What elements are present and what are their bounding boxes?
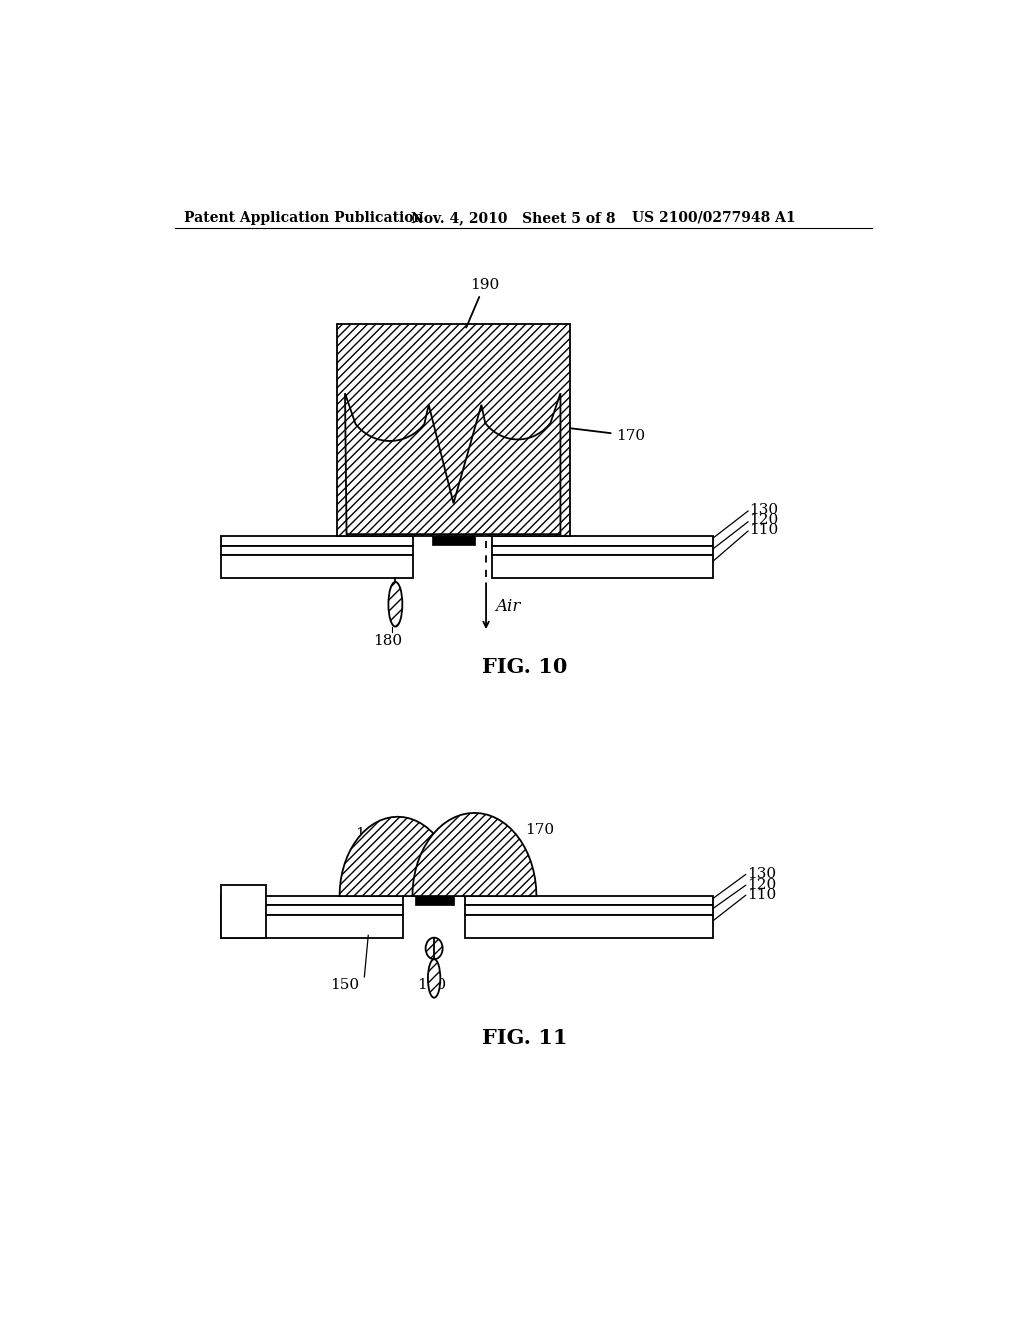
Text: 170: 170	[512, 822, 554, 846]
Bar	[221, 554, 414, 578]
Polygon shape	[340, 817, 456, 896]
Text: US 2100/0277948 A1: US 2100/0277948 A1	[632, 211, 796, 224]
Text: 120: 120	[748, 878, 776, 891]
Text: 110: 110	[750, 523, 779, 537]
Bar	[221, 536, 414, 545]
Bar	[493, 554, 713, 578]
Bar	[337, 323, 569, 536]
Text: Patent Application Publication: Patent Application Publication	[183, 211, 424, 224]
Bar	[432, 536, 475, 545]
Text: Air: Air	[496, 598, 521, 615]
Ellipse shape	[388, 582, 402, 627]
Text: 160: 160	[355, 828, 384, 857]
Text: 110: 110	[748, 887, 776, 902]
Bar	[493, 545, 713, 554]
Ellipse shape	[428, 960, 440, 998]
Text: 130: 130	[750, 503, 778, 517]
Bar	[221, 545, 414, 554]
Text: 130: 130	[748, 867, 776, 880]
Bar	[221, 915, 403, 937]
Text: 190: 190	[466, 277, 499, 327]
Polygon shape	[413, 813, 537, 896]
Bar	[465, 906, 713, 915]
Bar	[415, 896, 454, 906]
Polygon shape	[345, 393, 560, 535]
Text: 120: 120	[750, 513, 779, 527]
Text: FIG. 11: FIG. 11	[482, 1028, 567, 1048]
Text: 150: 150	[331, 978, 359, 993]
Bar	[221, 906, 403, 915]
Text: 180: 180	[417, 978, 446, 993]
Text: 180: 180	[373, 635, 402, 648]
Bar	[493, 536, 713, 545]
Text: 170: 170	[570, 428, 645, 442]
Ellipse shape	[426, 937, 442, 960]
Text: Nov. 4, 2010   Sheet 5 of 8: Nov. 4, 2010 Sheet 5 of 8	[411, 211, 615, 224]
Bar	[465, 896, 713, 906]
Bar	[465, 915, 713, 937]
Bar	[221, 884, 266, 937]
Bar	[221, 896, 403, 906]
Text: FIG. 10: FIG. 10	[482, 657, 567, 677]
